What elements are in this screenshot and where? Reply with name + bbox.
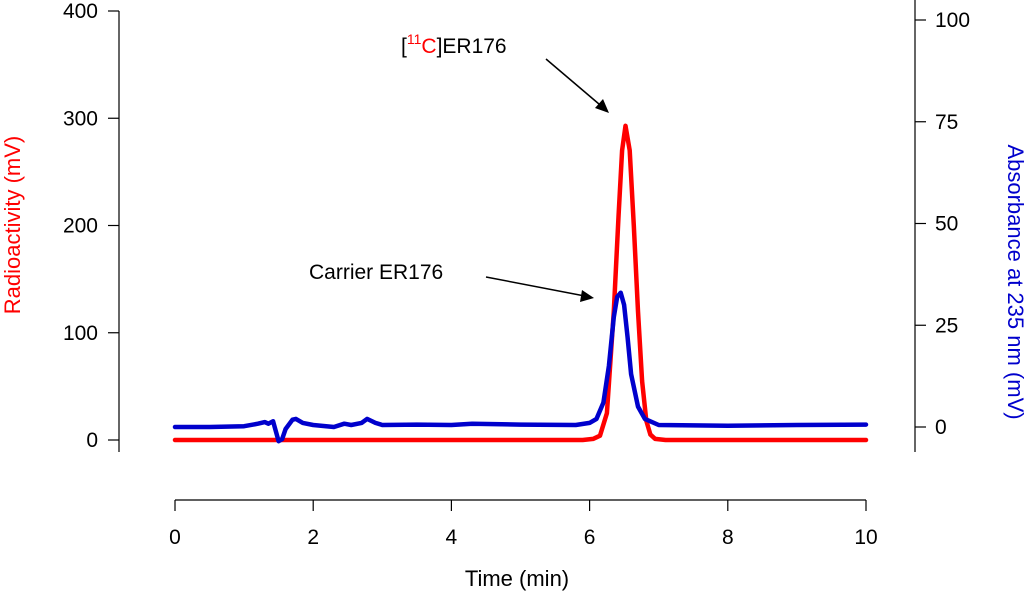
annotation-radiolabeled: [11C]ER176 (401, 31, 609, 113)
annotation-isotope: C (421, 35, 436, 58)
x-tick-label: 2 (307, 526, 319, 549)
x-tick-label: 10 (854, 526, 877, 549)
right-tick-label: 50 (935, 213, 958, 236)
right-tick-label: 25 (935, 314, 958, 337)
annotation-carrier-arrowhead (580, 290, 594, 302)
annotation-carrier-text: Carrier ER176 (309, 261, 443, 284)
annotation-arrow (545, 58, 607, 111)
annotation-carrier: Carrier ER176 (309, 261, 594, 302)
absorbance-trace (172, 290, 869, 444)
right-y-axis-title: Absorbance at 235 nm (mV) (1003, 144, 1027, 419)
radioactivity-trace (172, 123, 869, 443)
x-axis: 0 2 4 6 8 10 (169, 499, 878, 549)
right-y-axis: 0 25 50 75 100 (914, 0, 970, 452)
x-tick-label: 0 (169, 526, 181, 549)
x-axis-title: Time (min) (465, 566, 569, 591)
left-y-axis-title: Radioactivity (mV) (0, 136, 25, 314)
left-tick-label: 300 (63, 107, 98, 130)
right-tick-label: 75 (935, 111, 958, 134)
left-tick-label: 200 (63, 215, 98, 238)
x-tick-label: 4 (446, 526, 458, 549)
annotation-suffix: ]ER176 (437, 35, 507, 58)
annotation-prefix: [ (401, 35, 407, 58)
left-tick-label: 100 (63, 322, 98, 345)
annotation-superscript: 11 (407, 31, 422, 47)
svg-text:[11C]ER176: [11C]ER176 (401, 31, 507, 58)
x-tick-label: 6 (584, 526, 596, 549)
annotation-carrier-arrow (485, 276, 591, 298)
left-tick-label: 400 (63, 0, 98, 23)
right-tick-label: 100 (935, 9, 970, 32)
left-tick-label: 0 (86, 429, 98, 452)
annotation-arrowhead (595, 99, 609, 113)
left-y-axis: 0 100 200 300 400 (63, 0, 120, 452)
x-tick-label: 8 (722, 526, 734, 549)
right-tick-label: 0 (935, 416, 947, 439)
